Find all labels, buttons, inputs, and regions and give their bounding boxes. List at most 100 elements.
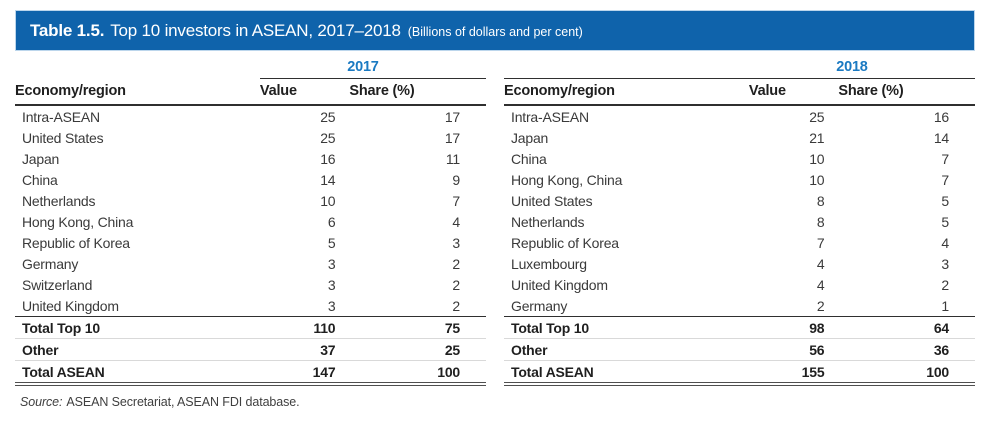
table-row: Republic of Korea 5 3	[15, 232, 486, 253]
investors-table-2017: 2017 Economy/region Value Share (%) Intr…	[15, 57, 486, 386]
table-row: Total Top 10 98 64	[504, 316, 975, 339]
value-cell: 25	[320, 108, 336, 125]
share-cell: 25	[349, 338, 486, 361]
share-header: Share (%)	[838, 78, 975, 106]
table-row: United Kingdom 4 2	[504, 274, 975, 295]
share-cell: 1	[941, 297, 949, 314]
value-cell: 3	[327, 297, 336, 314]
share-cell: 75	[349, 316, 486, 339]
economy-cell: Total Top 10	[504, 316, 749, 339]
value-cell: 14	[320, 171, 336, 188]
value-cell: 8	[816, 213, 825, 230]
table-row: Netherlands 10 7	[15, 190, 486, 211]
table-row: Luxembourg 4 3	[504, 253, 975, 274]
economy-cell: Hong Kong, China	[511, 171, 623, 188]
economy-cell: Japan	[22, 150, 60, 167]
table-totals-2018: Total Top 10 98 64 Other 56 36 Total ASEAN 155 1…	[504, 316, 975, 384]
table-row: Total ASEAN 147 100	[15, 360, 486, 384]
share-cell: 3	[941, 255, 949, 272]
share-cell: 4	[452, 213, 460, 230]
share-cell: 11	[445, 150, 460, 167]
share-cell: 14	[933, 129, 949, 146]
value-cell: 2	[816, 297, 825, 314]
table-subtitle: (Billions of dollars and per cent)	[407, 25, 583, 39]
value-cell: 3	[327, 255, 336, 272]
table-number-label: Table 1.5.	[30, 21, 105, 40]
value-cell: 16	[320, 150, 336, 167]
year-header-row: 2018	[504, 57, 975, 79]
share-cell: 2	[452, 276, 460, 293]
table-row: United States 25 17	[15, 127, 486, 148]
value-cell: 10	[809, 171, 825, 188]
economy-cell: Other	[15, 338, 260, 361]
share-cell: 7	[941, 171, 949, 188]
share-cell: 7	[941, 150, 949, 167]
economy-cell: United States	[511, 192, 593, 209]
economy-cell: Republic of Korea	[511, 234, 619, 251]
economy-region-header: Economy/region	[15, 78, 260, 106]
table-row: Total Top 10 110 75	[15, 316, 486, 339]
economy-cell: Switzerland	[22, 276, 93, 293]
column-header-row: Economy/region Value Share (%)	[504, 78, 975, 106]
economy-cell: Intra-ASEAN	[511, 108, 589, 125]
value-cell: 3	[327, 276, 336, 293]
economy-cell: Total ASEAN	[504, 360, 749, 384]
table-row: Other 56 36	[504, 338, 975, 361]
share-cell: 36	[838, 338, 975, 361]
table-totals-2017: Total Top 10 110 75 Other 37 25 Total ASEAN 147…	[15, 316, 486, 384]
table-row: Republic of Korea 7 4	[504, 232, 975, 253]
share-header: Share (%)	[349, 78, 486, 106]
economy-cell: Other	[504, 338, 749, 361]
economy-cell: Germany	[22, 255, 79, 272]
share-cell: 17	[444, 129, 460, 146]
value-cell: 7	[816, 234, 825, 251]
column-header-row: Economy/region Value Share (%)	[15, 78, 486, 106]
value-cell: 21	[809, 129, 825, 146]
table-title-bar: Table 1.5. Top 10 investors in ASEAN, 201…	[15, 10, 975, 51]
year-header-2018: 2018	[748, 57, 975, 79]
table-row: Hong Kong, China 10 7	[504, 169, 975, 190]
value-cell: 6	[327, 213, 336, 230]
economy-cell: Japan	[511, 129, 549, 146]
value-cell: 56	[748, 338, 839, 361]
share-cell: 5	[941, 213, 949, 230]
table-row: Japan 21 14	[504, 127, 975, 148]
value-cell: 4	[816, 255, 825, 272]
table-row: Germany 2 1	[504, 295, 975, 317]
value-cell: 147	[259, 360, 350, 384]
share-cell: 3	[452, 234, 460, 251]
table-body-2018: Intra-ASEAN 25 16 Japan 21 14 China 10 7 Hong Kon…	[504, 105, 975, 317]
table-row: United Kingdom 3 2	[15, 295, 486, 317]
value-header: Value	[748, 78, 839, 106]
value-cell: 5	[327, 234, 336, 251]
value-header: Value	[259, 78, 350, 106]
table-row: Intra-ASEAN 25 17	[15, 105, 486, 127]
table-row: Intra-ASEAN 25 16	[504, 105, 975, 127]
share-cell: 9	[452, 171, 460, 188]
economy-cell: United Kingdom	[22, 297, 119, 314]
value-cell: 8	[816, 192, 825, 209]
year-header-row: 2017	[15, 57, 486, 79]
table-row: Japan 16 11	[15, 148, 486, 169]
table-row: Switzerland 3 2	[15, 274, 486, 295]
economy-cell: United Kingdom	[511, 276, 608, 293]
share-cell: 64	[838, 316, 975, 339]
table-row: Germany 3 2	[15, 253, 486, 274]
economy-cell: China	[511, 150, 547, 167]
source-note: Source: ASEAN Secretariat, ASEAN FDI data…	[15, 395, 975, 409]
year-header-2017: 2017	[259, 57, 486, 79]
table-row: Hong Kong, China 6 4	[15, 211, 486, 232]
share-cell: 16	[933, 108, 949, 125]
tables-container: 2017 Economy/region Value Share (%) Intr…	[15, 57, 975, 386]
value-cell: 155	[748, 360, 839, 384]
value-cell: 37	[259, 338, 350, 361]
share-cell: 5	[941, 192, 949, 209]
source-text: ASEAN Secretariat, ASEAN FDI database.	[66, 395, 300, 409]
value-cell: 4	[816, 276, 825, 293]
share-cell: 2	[452, 255, 460, 272]
share-cell: 17	[444, 108, 460, 125]
economy-cell: Intra-ASEAN	[22, 108, 100, 125]
economy-cell: United States	[22, 129, 104, 146]
table-row: United States 8 5	[504, 190, 975, 211]
economy-cell: Total ASEAN	[15, 360, 260, 384]
